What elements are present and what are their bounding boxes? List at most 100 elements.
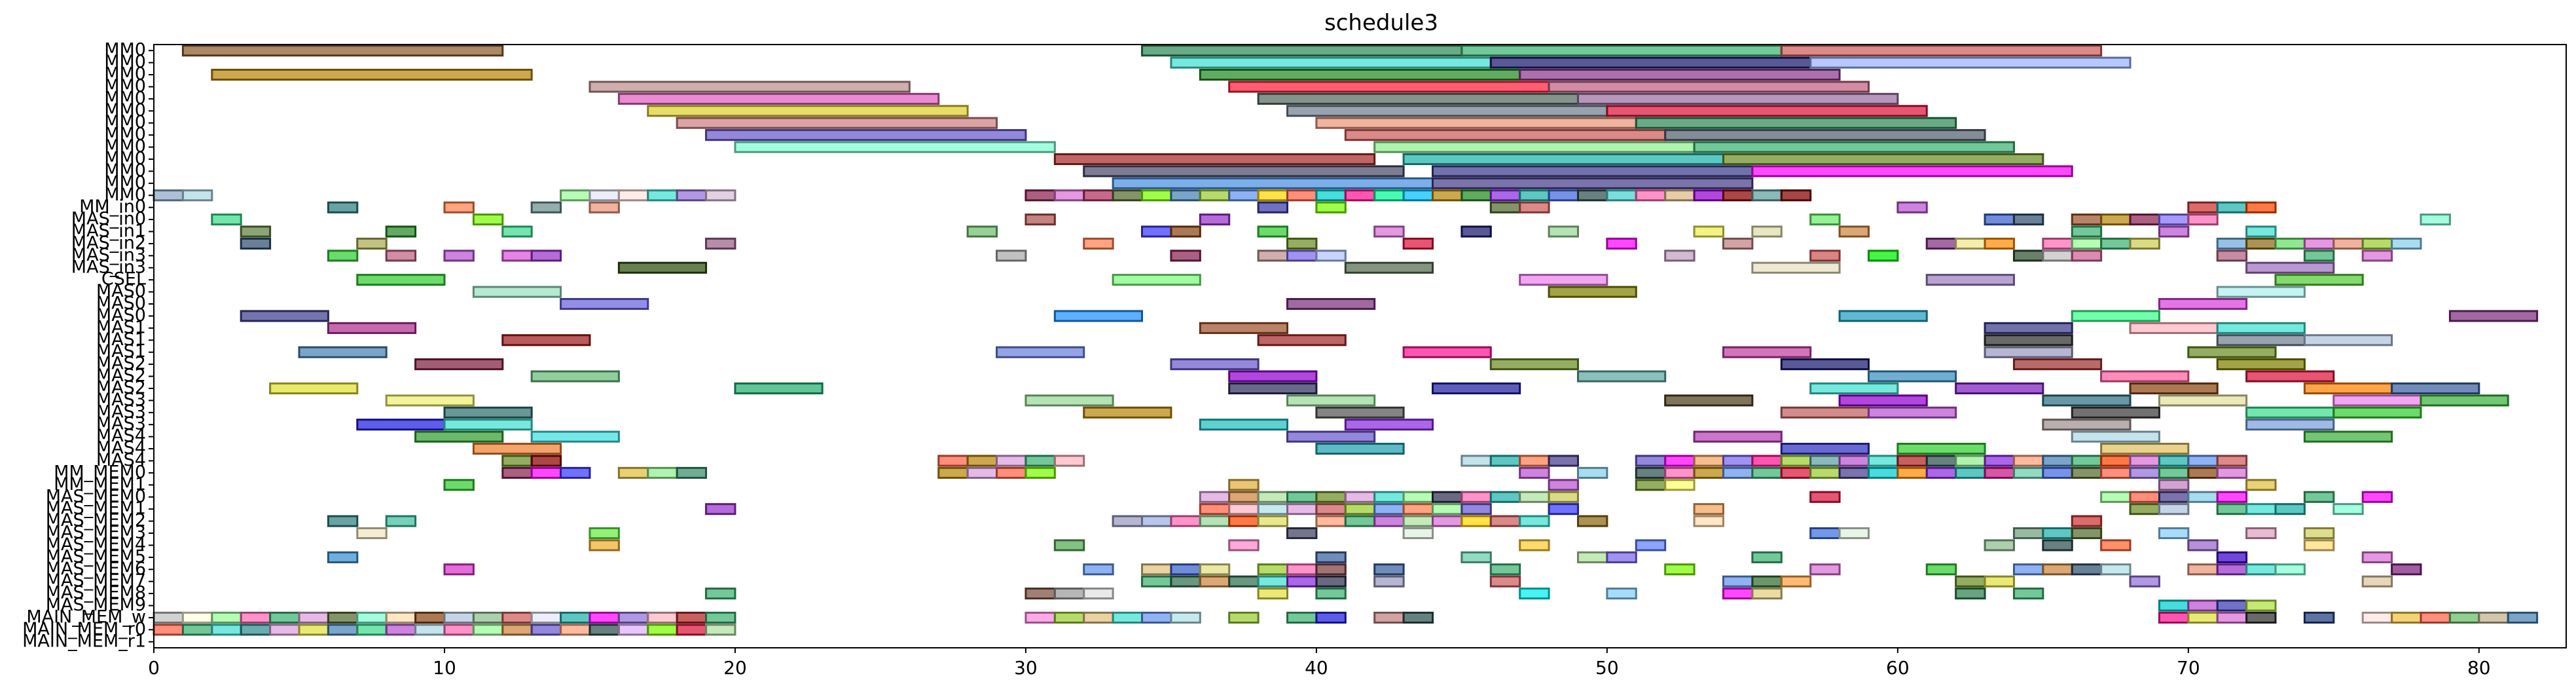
task-bar <box>647 611 678 624</box>
task-bar <box>2216 551 2248 563</box>
task-bar <box>1519 274 1608 286</box>
task-bar <box>2071 225 2103 238</box>
task-bar <box>356 624 388 636</box>
y-tick-label: MM_in0 <box>79 197 146 217</box>
task-bar <box>1257 588 1289 600</box>
task-bar <box>327 250 359 262</box>
task-bar <box>1170 189 1201 202</box>
task-bar <box>1576 551 1608 563</box>
task-bar <box>1489 189 1521 202</box>
task-bar <box>1576 466 1608 479</box>
task-bar <box>966 225 998 238</box>
task-bar <box>1984 237 2015 250</box>
task-bar <box>1286 527 1318 540</box>
task-bar <box>1722 189 1754 202</box>
task-bar <box>2245 225 2277 238</box>
task-bar <box>1519 515 1550 527</box>
task-bar <box>1519 68 1841 81</box>
task-bar <box>1286 105 1608 117</box>
task-bar <box>1635 189 1667 202</box>
task-bar <box>676 624 708 636</box>
task-bar <box>2071 214 2103 226</box>
task-bar <box>560 611 591 624</box>
task-bar <box>414 624 446 636</box>
task-bar <box>443 563 475 576</box>
task-bar <box>1722 237 1754 250</box>
task-bar <box>1083 611 1114 624</box>
task-bar <box>443 419 533 431</box>
task-bar <box>1519 539 1550 552</box>
task-bar <box>560 466 591 479</box>
task-bar <box>1053 611 1085 624</box>
task-bar <box>705 611 736 624</box>
task-bar <box>1809 491 1841 503</box>
task-bar <box>1460 503 1492 515</box>
task-bar <box>1606 189 1637 202</box>
task-bar <box>1780 406 1870 419</box>
task-bar <box>1751 551 1783 563</box>
task-bar <box>414 358 504 371</box>
task-bar <box>1402 503 1434 515</box>
task-bar <box>1170 56 1492 69</box>
task-bar <box>2129 237 2160 250</box>
task-bar <box>1257 189 1289 202</box>
y-tick-label: MM0 <box>104 76 146 96</box>
task-bar <box>2303 334 2393 346</box>
task-bar <box>1693 430 1783 443</box>
task-bar <box>617 189 649 202</box>
task-bar <box>2187 599 2219 612</box>
task-bar <box>1286 237 1318 250</box>
y-tick-label: MM0 <box>104 88 146 108</box>
y-tick-label: MAS_MEM2 <box>46 510 146 531</box>
task-bar <box>1984 539 2015 552</box>
task-bar <box>647 624 678 636</box>
y-tick-label: MAS_MEM6 <box>46 559 146 579</box>
task-bar <box>1025 394 1114 407</box>
task-bar <box>1402 491 1434 503</box>
task-bar <box>1083 189 1114 202</box>
task-bar <box>2158 479 2190 491</box>
task-bar <box>1053 588 1085 600</box>
y-tick-label: MAS3 <box>96 414 146 434</box>
task-bar <box>2216 201 2248 214</box>
task-bar <box>385 515 417 527</box>
task-bar <box>1460 491 1492 503</box>
task-bar <box>2071 527 2103 540</box>
task-bar <box>1402 611 1434 624</box>
task-bar <box>1955 455 1986 467</box>
task-bar <box>1838 394 1928 407</box>
task-bar <box>1199 515 1231 527</box>
task-bar <box>2100 455 2132 467</box>
task-bar <box>1315 189 1347 202</box>
task-bar <box>1431 189 1463 202</box>
task-bar <box>1489 491 1521 503</box>
task-bar <box>2478 611 2509 624</box>
task-bar <box>298 624 329 636</box>
task-bar <box>2187 214 2219 226</box>
task-bar <box>1780 358 1870 371</box>
task-bar <box>2216 334 2306 346</box>
task-bar <box>181 189 213 202</box>
task-bar <box>2245 611 2277 624</box>
task-bar <box>1984 334 2073 346</box>
task-bar <box>1315 515 1347 527</box>
task-bar <box>1635 479 1667 491</box>
y-tick-label: MAS_in2 <box>71 233 146 253</box>
x-tick-label: 50 <box>1595 657 1619 679</box>
task-bar <box>269 624 300 636</box>
task-bar <box>1664 466 1696 479</box>
task-bar <box>2071 406 2160 419</box>
task-bar <box>472 611 504 624</box>
task-bar <box>560 297 649 310</box>
task-bar <box>617 611 649 624</box>
y-tick-label: MM0 <box>104 185 146 205</box>
task-bar <box>1286 250 1318 262</box>
task-bar <box>1809 466 1841 479</box>
task-bar <box>2187 491 2219 503</box>
task-bar <box>1170 515 1201 527</box>
task-bar <box>2245 406 2335 419</box>
task-bar <box>327 515 359 527</box>
task-bar <box>2216 455 2248 467</box>
task-bar <box>2042 237 2073 250</box>
y-tick-label: MAS0 <box>96 293 146 314</box>
